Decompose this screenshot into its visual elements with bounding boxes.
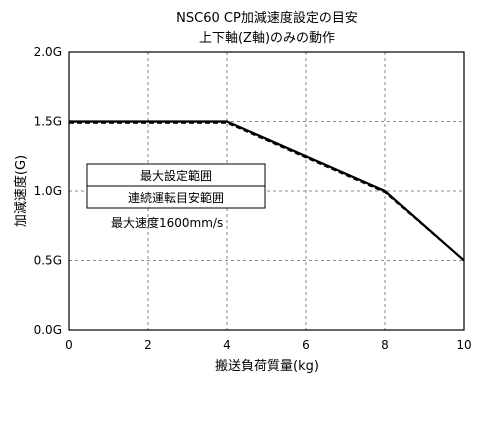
x-axis-label: 搬送負荷質量(kg) bbox=[215, 359, 319, 374]
x-tick-label: 2 bbox=[144, 338, 152, 352]
series-line-continuous-range bbox=[69, 122, 465, 262]
x-tick-labels: 0 2 4 6 8 10 bbox=[65, 338, 471, 352]
chart-title: NSC60 CP加減速度設定の目安 bbox=[176, 10, 358, 26]
legend: 最大設定範囲 連続運転目安範囲 bbox=[86, 163, 266, 209]
x-tick-label: 0 bbox=[65, 338, 73, 352]
legend-entry-continuous-range: 連続運転目安範囲 bbox=[128, 190, 224, 205]
x-tick-label: 4 bbox=[223, 338, 231, 352]
x-tick-label: 10 bbox=[456, 338, 471, 352]
x-tick-label: 6 bbox=[302, 338, 310, 352]
series-line-max-range bbox=[69, 120, 465, 262]
y-tick-labels: 0.0G 0.5G 1.0G 1.5G 2.0G bbox=[34, 45, 62, 337]
y-tick-label: 0.5G bbox=[34, 254, 62, 268]
y-tick-label: 0.0G bbox=[34, 323, 62, 337]
chart-subtitle: 上下軸(Z軸)のみの動作 bbox=[199, 31, 335, 46]
plot-frame bbox=[68, 51, 465, 331]
annotation-max-speed: 最大速度1600mm/s bbox=[111, 215, 223, 230]
series-lines bbox=[69, 120, 465, 262]
x-tick-label: 8 bbox=[381, 338, 389, 352]
y-tick-label: 1.0G bbox=[34, 184, 62, 198]
legend-entry-max-range: 最大設定範囲 bbox=[140, 168, 212, 183]
y-tick-label: 1.5G bbox=[34, 115, 62, 129]
y-tick-label: 2.0G bbox=[34, 45, 62, 59]
y-axis-label: 加減速度(G) bbox=[13, 155, 29, 227]
